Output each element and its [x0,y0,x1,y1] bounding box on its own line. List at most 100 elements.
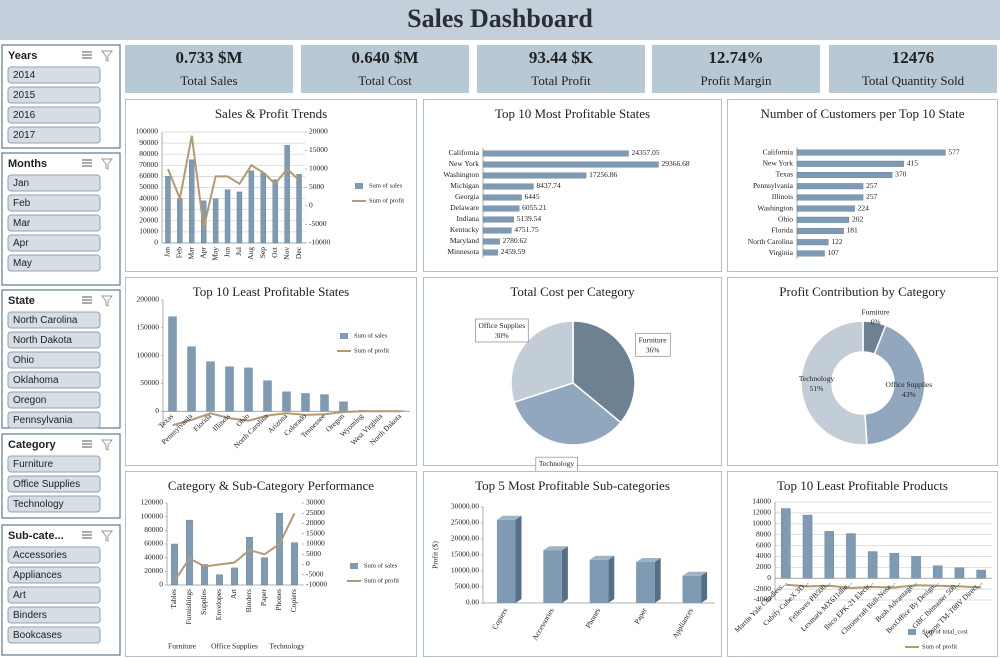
y-tick-label: 0 [154,238,158,247]
data-label-name: Office Supplies [478,321,525,330]
slicer-item-label: 2016 [13,110,36,121]
slicer-item[interactable] [7,566,101,584]
y2-tick-label: -5000 [309,219,327,228]
bar [796,149,946,156]
kpi-card [125,45,293,93]
data-label: 36% [646,345,660,354]
slicer-item[interactable] [7,214,101,232]
kpi-label: Total Cost [358,73,412,88]
y-tick-label: New York [763,159,794,168]
bar [248,170,255,244]
pie-slice [572,320,636,424]
y-tick-label: 90000 [139,138,158,147]
bar [954,567,965,579]
y-tick-label: 40000 [139,193,158,202]
slicer-item[interactable] [7,126,101,144]
slicer-item[interactable] [7,194,101,212]
filter-icon [100,50,114,62]
bar [911,556,921,579]
x-tick-label: Jun [222,247,231,258]
bar [187,346,196,412]
chart-title: Category & Sub-Category Performance [167,478,375,493]
legend-swatch [908,629,916,635]
slicer-item[interactable] [7,411,101,429]
bar [482,227,512,234]
y-tick-label: 6000 [756,540,771,549]
slicer-item[interactable] [7,546,101,564]
slicer-item[interactable] [7,475,101,493]
bar [284,145,290,244]
bar-side [515,515,522,603]
dashboard-title: Sales Dashboard [407,4,593,33]
y-tick-label: 100000 [136,127,159,136]
data-label: 17256.86 [589,170,617,179]
data-label-name: Furniture [639,335,668,344]
slicer-item-label: 2017 [13,130,36,141]
bar [482,161,659,168]
slicer-item[interactable] [7,254,101,272]
slicer-item[interactable] [7,626,101,644]
y-tick-label: 30000 [139,204,158,213]
bar [212,198,219,244]
x-tick-label: Jan [163,247,172,257]
slicer-item[interactable] [7,234,101,252]
bar [796,205,855,212]
y2-tick-label: 15000 [309,145,328,154]
bar [482,183,534,190]
pie-slice [513,382,622,446]
y-tick-label: 60000 [139,171,158,180]
kpi-value: 0.640 $M [351,48,418,67]
slicer-item[interactable] [7,106,101,124]
bar [482,194,522,201]
bar [224,189,231,244]
bar-side [654,558,661,603]
data-label-name: Technology [539,459,575,468]
pie-slice [510,320,574,404]
slicer-item[interactable] [7,351,101,369]
slicer-item[interactable] [7,606,101,624]
slicer-item[interactable] [7,495,101,513]
line-series [167,135,300,229]
x-tick-label: Apr [198,247,207,259]
line-series [173,512,296,582]
data-label-name: Furniture [861,307,890,316]
x-tick-label: Copiers [289,589,298,612]
x-tick-label: Feb [175,247,184,259]
slicer-item[interactable] [7,371,101,389]
data-label: 29366.68 [661,159,689,168]
bar [867,551,878,579]
data-label: 4751.75 [514,225,539,234]
filter-icon [100,439,114,451]
bar [781,508,791,579]
y-tick-label: Maryland [450,236,479,245]
group-label: Office Supplies [211,642,258,651]
slicer-item-label: Feb [13,198,31,209]
y-tick-label: 100000 [137,350,160,359]
bar [846,533,856,579]
data-label: 577 [948,147,960,156]
x-tick-label: Envelopes [214,589,223,620]
slicer-item[interactable] [7,586,101,604]
data-label: 181 [847,226,859,235]
slicer-item[interactable] [7,331,101,349]
legend-label: Sum of profit [922,643,957,650]
slicer-item[interactable] [7,455,101,473]
bar [296,173,302,244]
y-tick-label: Virginia [769,248,794,257]
kpi-value: 12476 [892,48,935,67]
bar [282,391,291,412]
x-tick-label: Tables [169,589,178,609]
kpi-card [477,45,645,93]
y2-tick-label: -5000 [306,569,324,578]
slicer-title: State [8,295,35,307]
y-tick-label: Delaware [450,203,479,212]
slicer-item[interactable] [7,391,101,409]
slicer-item[interactable] [7,311,101,329]
x-tick-label: Oct [270,246,279,258]
y-tick-label: 2000 [756,562,771,571]
slicer-item[interactable] [7,174,101,192]
filter-icon [100,530,114,542]
slicer-item[interactable] [7,66,101,84]
slicer-item[interactable] [7,86,101,104]
